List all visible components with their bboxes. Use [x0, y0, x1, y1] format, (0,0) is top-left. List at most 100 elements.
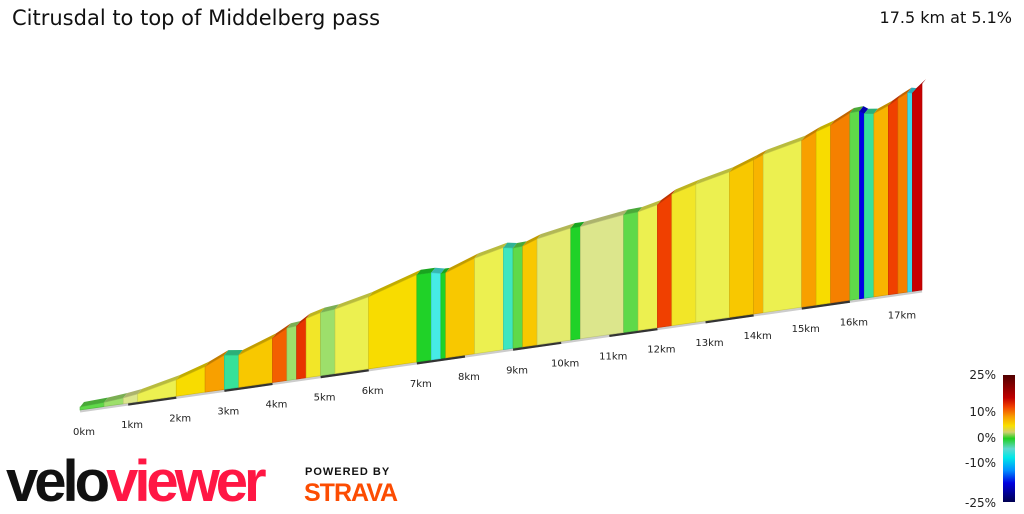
segment-top-face — [306, 307, 325, 319]
x-tick-label: 7km — [410, 379, 432, 390]
x-tick-label: 16km — [840, 317, 868, 328]
grade-segment — [522, 238, 538, 348]
grade-segment — [286, 325, 297, 381]
grade-segment — [416, 272, 432, 363]
segment-top-face — [368, 269, 421, 297]
grade-segment — [440, 272, 446, 359]
segment-top-face — [859, 106, 869, 114]
grade-segment — [859, 110, 865, 300]
x-tick-label: 4km — [266, 400, 288, 411]
axis-km-band — [705, 313, 754, 324]
axis-baseline — [79, 289, 923, 413]
grade-segment — [657, 193, 673, 329]
segment-top-face — [763, 135, 806, 155]
segment-top-face — [80, 397, 109, 407]
segment-top-face — [907, 87, 917, 94]
segment-top-face — [445, 253, 479, 273]
segment-top-face — [335, 291, 373, 310]
strava-logo: STRAVA — [304, 479, 398, 507]
segment-top-face — [474, 242, 508, 259]
axis-km-band — [512, 340, 562, 351]
segment-top-face — [123, 388, 142, 399]
grade-segment — [320, 308, 336, 377]
segment-top-face — [753, 149, 768, 160]
segment-top-face — [638, 199, 662, 212]
segment-top-face — [888, 93, 902, 106]
segment-top-face — [570, 221, 585, 229]
segment-top-face — [801, 126, 821, 141]
x-tick-label: 9km — [506, 365, 528, 376]
grade-segment — [536, 227, 572, 346]
segment-top-face — [503, 242, 518, 249]
segment-top-face — [623, 206, 643, 215]
grade-segment — [580, 214, 624, 340]
segment-top-face — [416, 267, 436, 275]
legend-label: -25% — [964, 496, 996, 510]
axis-km-band — [320, 368, 369, 379]
axis-km-band — [801, 299, 851, 310]
grade-segment — [445, 257, 475, 359]
grade-segment — [474, 247, 504, 355]
grade-segment — [272, 327, 288, 383]
grade-segment — [695, 171, 730, 323]
grade-segment — [907, 92, 913, 293]
grade-segment — [368, 274, 418, 370]
segment-top-face — [272, 323, 291, 339]
grade-segment — [305, 312, 321, 379]
route-summary: 17.5 km at 5.1% — [879, 8, 1012, 27]
powered-by-label: POWERED BY — [305, 466, 391, 478]
x-tick-label: 11km — [599, 352, 627, 363]
segment-top-face — [873, 100, 893, 114]
grade-segment — [503, 247, 514, 351]
x-tick-label: 15km — [792, 324, 820, 335]
grade-segment — [623, 211, 639, 333]
grade-segment — [753, 154, 764, 315]
grade-segment — [762, 140, 803, 313]
axis-km-band — [224, 382, 273, 392]
grade-segment — [204, 354, 225, 393]
grade-segment — [830, 112, 851, 304]
x-tick-label: 12km — [647, 345, 675, 356]
grade-segment — [863, 113, 875, 299]
grade-segment — [637, 204, 658, 331]
segment-top-face — [537, 223, 575, 239]
segment-top-face — [671, 179, 700, 195]
x-tick-label: 0km — [73, 427, 95, 438]
grade-segment — [912, 83, 923, 292]
segment-top-face — [224, 350, 243, 356]
grade-segment — [671, 183, 697, 327]
segment-top-face — [176, 361, 210, 380]
x-tick-label: 8km — [458, 372, 480, 383]
segment-top-face — [816, 120, 835, 132]
segment-top-face — [513, 241, 527, 249]
grade-segment — [296, 317, 307, 380]
grade-segment — [334, 296, 369, 375]
segment-top-face — [286, 320, 301, 329]
x-tick-label: 6km — [362, 386, 384, 397]
route-title: Citrusdal to top of Middelberg pass — [12, 6, 381, 30]
segment-top-face — [431, 267, 445, 274]
axis-km-band — [416, 354, 466, 365]
grade-segment — [888, 98, 899, 296]
axis-km-band — [609, 327, 658, 338]
grade-segment — [873, 105, 889, 298]
grade-segment — [430, 272, 442, 361]
segment-top-face — [657, 189, 676, 205]
grade-segment — [897, 92, 908, 294]
grade-color-legend — [1003, 375, 1015, 502]
grade-segment — [729, 159, 754, 318]
segment-top-face — [695, 167, 734, 185]
segment-top-face — [320, 304, 340, 313]
segment-top-face — [864, 108, 878, 114]
legend-label: 0% — [976, 431, 996, 445]
x-tick-label: 1km — [121, 420, 143, 431]
grade-segment — [801, 131, 817, 308]
segment-top-face — [104, 393, 128, 403]
x-tick-label: 3km — [217, 406, 239, 417]
x-tick-label: 13km — [695, 338, 723, 349]
axis-km-band — [127, 395, 177, 406]
grade-segment — [849, 110, 860, 301]
segment-top-face — [580, 209, 628, 227]
x-tick-label: 17km — [888, 310, 916, 321]
